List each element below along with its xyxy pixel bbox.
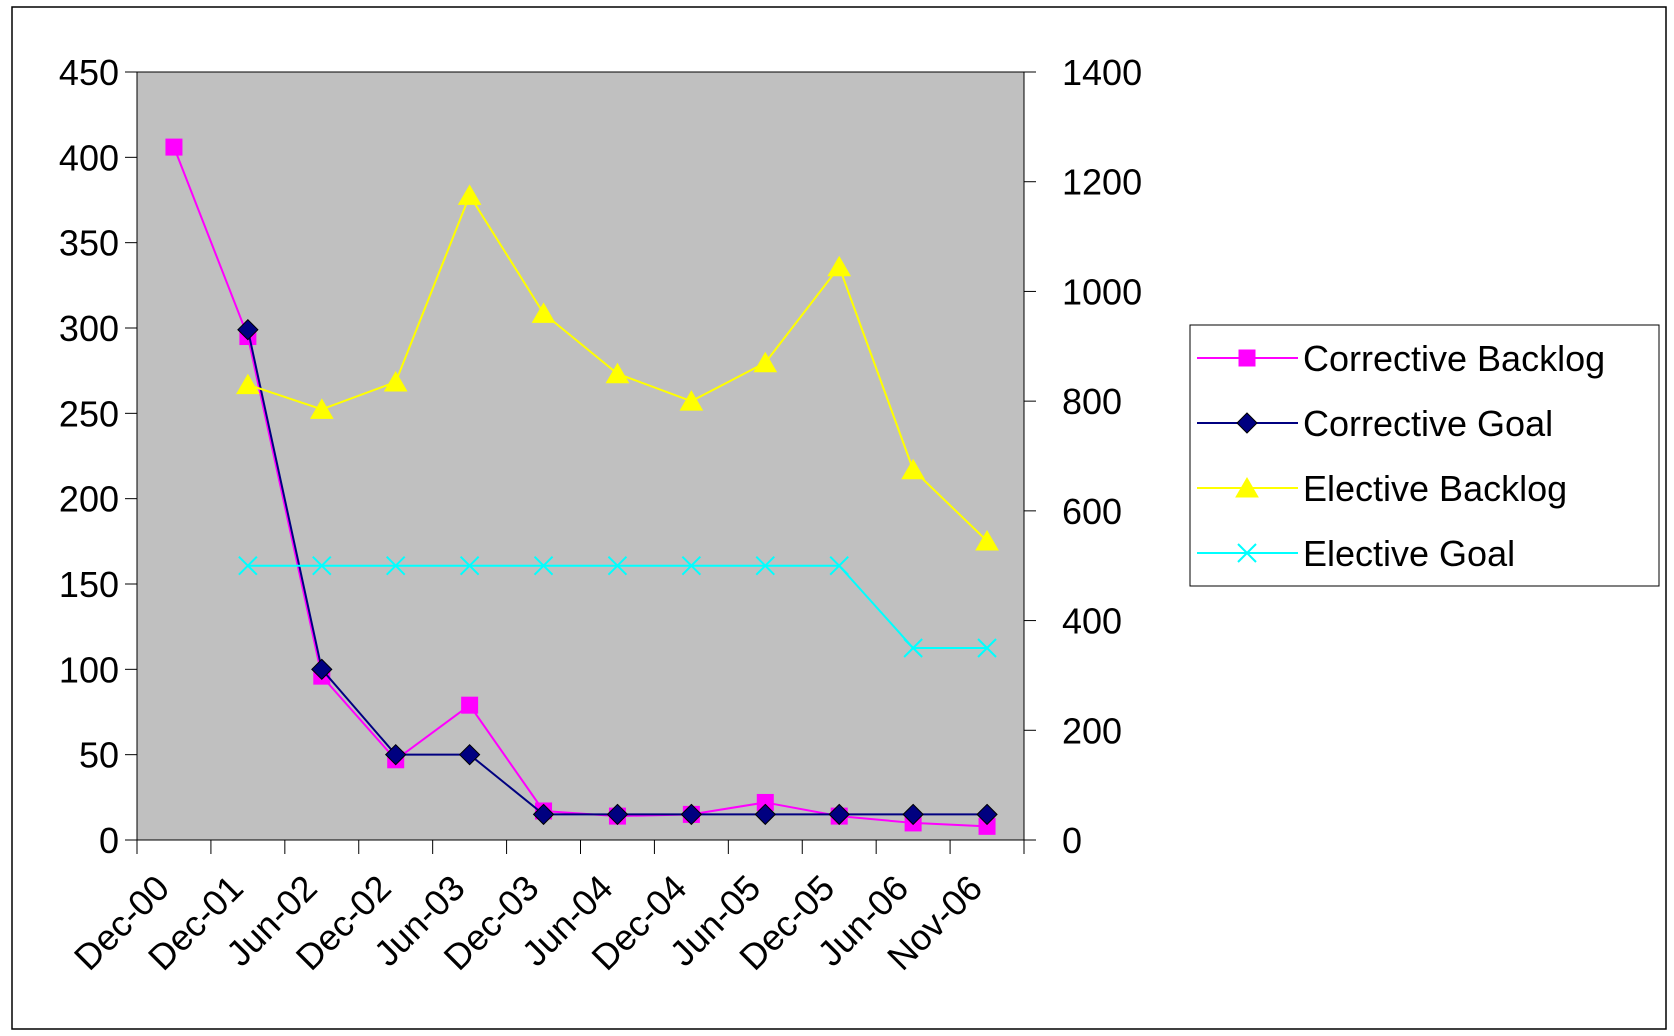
legend: Corrective Backlog Corrective Goal Electiv… (1189, 324, 1660, 587)
y-tick-label: 250 (59, 393, 119, 434)
data-point (531, 302, 556, 323)
plot-area (136, 71, 1025, 841)
data-point (312, 556, 332, 576)
data-point (829, 556, 849, 576)
data-point (532, 803, 555, 826)
x-marker-stroke (533, 556, 554, 576)
y-tick-label: 200 (59, 479, 119, 520)
data-point (236, 373, 260, 395)
legend-label: Elective Backlog (1303, 468, 1567, 509)
legend-marker (1236, 412, 1258, 434)
data-point (976, 803, 998, 826)
series-elective-backlog (236, 184, 999, 551)
y2-tick-label: 200 (1062, 710, 1122, 751)
x-marker-stroke (459, 556, 480, 576)
data-point (533, 556, 554, 576)
data-point (902, 803, 924, 826)
legend-label: Elective Goal (1303, 533, 1515, 574)
y2-tick-label: 1200 (1062, 162, 1142, 203)
y2-tick-label: 800 (1062, 381, 1122, 422)
y-tick-label: 450 (59, 52, 119, 93)
data-point (605, 362, 630, 384)
data-point (311, 658, 333, 681)
y2-tick-label: 1400 (1062, 52, 1142, 93)
data-point (977, 638, 997, 658)
x-marker-stroke (903, 638, 923, 658)
x-marker-stroke (238, 556, 258, 576)
legend-box (1189, 324, 1660, 587)
legend-marker (1235, 477, 1259, 498)
y2-tick-label: 1000 (1062, 271, 1142, 312)
x-marker-stroke (607, 556, 628, 576)
y-tick-label: 300 (59, 308, 119, 349)
y-tick-label: 150 (59, 564, 119, 605)
data-point (165, 138, 183, 156)
y-tick-label: 0 (99, 820, 119, 861)
data-point (828, 803, 850, 826)
x-marker-stroke (977, 638, 997, 658)
x-marker-stroke (1237, 543, 1257, 563)
series-layer (165, 138, 999, 835)
y2-tick-label: 600 (1062, 491, 1122, 532)
x-marker-stroke (755, 556, 775, 576)
y2-tick-label: 0 (1062, 820, 1082, 861)
data-point (237, 318, 259, 341)
data-point (386, 556, 406, 576)
y-tick-label: 400 (59, 137, 119, 178)
data-point (309, 398, 334, 419)
legend-label: Corrective Backlog (1303, 338, 1605, 379)
legend-entry: Elective Backlog (1197, 468, 1567, 509)
y-tick-label: 50 (79, 735, 119, 776)
data-point (679, 390, 704, 411)
x-marker-stroke (829, 556, 849, 576)
data-point (459, 556, 480, 576)
legend-marker (1238, 349, 1256, 367)
legend-entry: Corrective Goal (1197, 403, 1553, 444)
series-corrective-goal (237, 318, 998, 826)
y-tick-label: 350 (59, 223, 119, 264)
data-point (681, 556, 702, 576)
data-point (903, 638, 923, 658)
data-point (607, 556, 628, 576)
legend-entry: Corrective Backlog (1197, 338, 1605, 379)
data-point (755, 556, 775, 576)
y2-tick-label: 400 (1062, 601, 1122, 642)
data-point (901, 458, 925, 480)
data-point (975, 530, 999, 551)
data-point (457, 184, 482, 205)
data-point (754, 803, 776, 826)
legend-marker (1237, 543, 1257, 563)
x-marker-stroke (312, 556, 332, 576)
legend-entry: Elective Goal (1197, 533, 1515, 574)
x-marker-stroke (386, 556, 406, 576)
data-point (383, 370, 408, 392)
x-marker-stroke (681, 556, 702, 576)
legend-label: Corrective Goal (1303, 403, 1553, 444)
data-point (827, 255, 852, 277)
data-point (238, 556, 258, 576)
data-point (606, 803, 629, 826)
data-point (458, 743, 481, 766)
y-tick-label: 100 (59, 649, 119, 690)
data-point (461, 696, 479, 714)
data-point (680, 803, 703, 826)
data-point (753, 351, 778, 373)
data-point (385, 743, 407, 766)
series-elective-goal (238, 556, 997, 658)
